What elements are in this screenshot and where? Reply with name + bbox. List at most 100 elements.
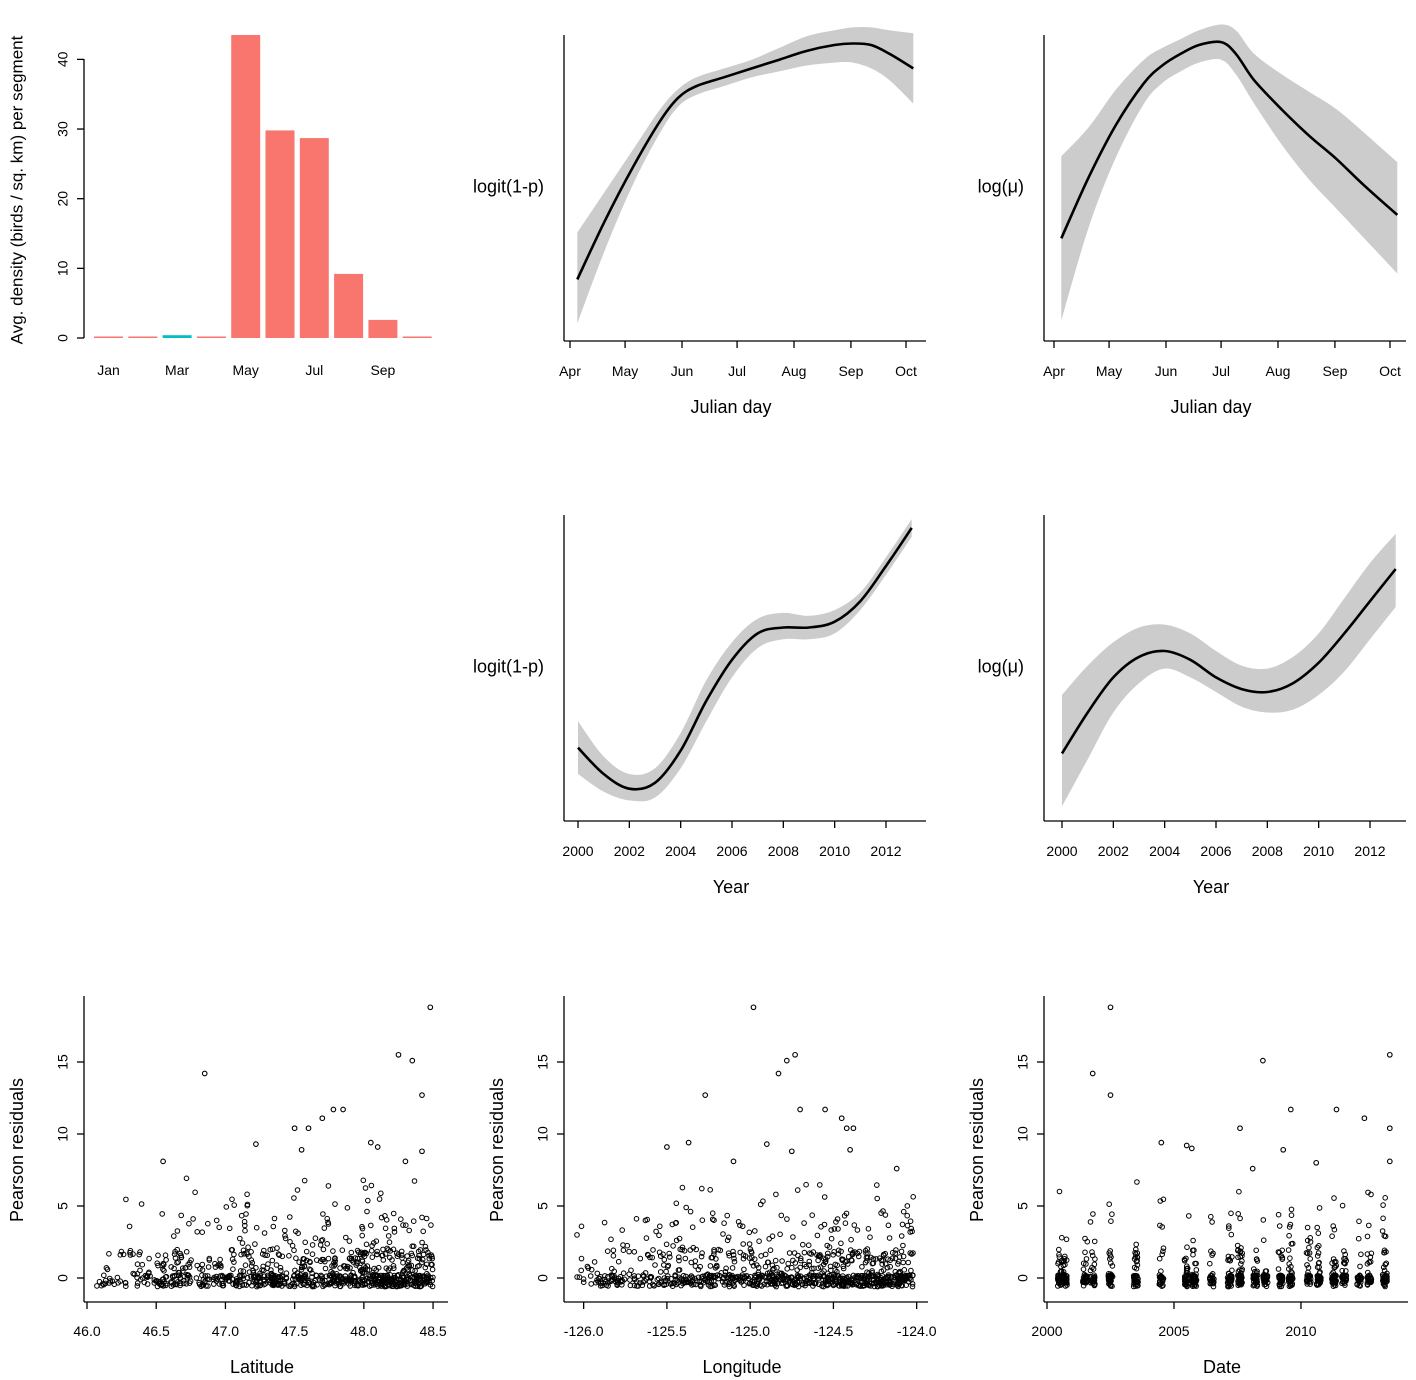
- residual-point: [1084, 1238, 1091, 1245]
- residual-point: [1355, 1235, 1362, 1242]
- residual-point: [885, 1272, 892, 1278]
- residual-point: [1226, 1225, 1232, 1231]
- residual-point: [904, 1212, 911, 1219]
- bar: [368, 319, 398, 338]
- residual-point: [1080, 1266, 1087, 1272]
- residual-point: [1379, 1228, 1386, 1234]
- residual-point: [907, 1273, 913, 1279]
- x-tick-label: 48.5: [419, 1323, 446, 1339]
- residual-point: [368, 1222, 374, 1229]
- residual-point: [386, 1282, 392, 1289]
- residual-point: [1260, 1237, 1267, 1243]
- residual-point: [1329, 1260, 1335, 1266]
- residual-point: [193, 1275, 200, 1281]
- residual-point: [1184, 1244, 1190, 1250]
- residual-point: [619, 1227, 626, 1233]
- residual-point: [1365, 1276, 1372, 1282]
- residual-point: [410, 1218, 417, 1224]
- residual-point: [1207, 1276, 1213, 1283]
- residual-point: [373, 1238, 380, 1244]
- residual-point: [261, 1277, 268, 1283]
- residual-point: [689, 1282, 695, 1288]
- residual-point: [378, 1214, 385, 1221]
- residual-point: [784, 1282, 790, 1288]
- residual-point: [320, 1211, 326, 1217]
- residual-point: [420, 1228, 427, 1235]
- bar: [94, 336, 123, 338]
- residual-point: [1381, 1247, 1388, 1254]
- residual-point: [1229, 1267, 1235, 1274]
- residual-point: [620, 1247, 627, 1253]
- residual-point: [812, 1280, 818, 1287]
- residual-point: [1286, 1224, 1293, 1230]
- y-axis-label: log(μ): [978, 177, 1024, 197]
- residual-point: [417, 1247, 424, 1253]
- residual-point: [792, 1280, 799, 1287]
- residual-point: [325, 1255, 332, 1262]
- residual-point: [831, 1226, 838, 1232]
- residual-point: [714, 1272, 721, 1279]
- residual-point: [1316, 1205, 1323, 1211]
- residual-point: [1237, 1253, 1243, 1260]
- residual-point: [342, 1273, 349, 1279]
- x-tick-label: 2008: [1252, 843, 1283, 859]
- residual-point-high: [792, 1051, 798, 1058]
- residual-point: [615, 1275, 622, 1282]
- residual-point: [400, 1274, 407, 1280]
- residual-point: [657, 1223, 663, 1230]
- residual-point: [293, 1255, 299, 1261]
- residual-point: [331, 1263, 337, 1269]
- residual-point-high: [1386, 1158, 1393, 1165]
- residual-point: [137, 1276, 144, 1283]
- residual-point: [244, 1201, 251, 1208]
- residual-point: [842, 1220, 849, 1226]
- residual-point: [1329, 1233, 1335, 1239]
- residual-point: [672, 1272, 679, 1278]
- residual-point: [869, 1273, 876, 1280]
- residual-point: [799, 1281, 806, 1288]
- y-axis-label: Avg. density (birds / sq. km) per segmen…: [7, 35, 26, 344]
- residual-point-high: [319, 1115, 326, 1122]
- residual-point: [291, 1272, 298, 1279]
- residual-point: [418, 1283, 425, 1289]
- residual-point: [1210, 1280, 1217, 1287]
- residual-point: [199, 1229, 205, 1235]
- x-tick-label: 2006: [1200, 843, 1231, 859]
- residual-point: [242, 1222, 248, 1229]
- residual-point: [194, 1229, 200, 1235]
- residual-point: [699, 1217, 706, 1223]
- y-tick-label: 0: [55, 1274, 71, 1282]
- residual-point: [1383, 1260, 1390, 1267]
- residual-point: [151, 1277, 158, 1283]
- residual-point: [584, 1263, 591, 1270]
- residual-point: [269, 1246, 276, 1252]
- x-tick-label: 2002: [614, 843, 645, 859]
- residual-point: [419, 1256, 426, 1263]
- residual-point: [886, 1235, 893, 1241]
- residual-point: [870, 1260, 877, 1266]
- residual-point: [879, 1282, 885, 1288]
- residual-point: [429, 1266, 436, 1273]
- residual-point: [610, 1247, 617, 1254]
- residual-point: [422, 1243, 429, 1250]
- y-tick-label: 10: [535, 1126, 551, 1142]
- residual-point: [884, 1264, 891, 1271]
- y-tick-label: 10: [55, 260, 71, 276]
- residual-point: [1383, 1272, 1390, 1279]
- residual-point: [423, 1247, 429, 1253]
- residual-point: [1160, 1282, 1166, 1289]
- y-tick-label: 5: [1015, 1202, 1031, 1210]
- residual-point: [580, 1279, 587, 1285]
- residual-point: [383, 1265, 390, 1271]
- x-tick-label: -126.0: [564, 1323, 604, 1339]
- points: [94, 1004, 436, 1290]
- residual-point: [832, 1261, 839, 1268]
- residual-point: [661, 1262, 667, 1268]
- residual-point: [1236, 1188, 1242, 1195]
- x-tick-label: May: [232, 362, 258, 378]
- year-p-chart: 2000 2002 2004 2006 2008 2010 2012 Year logit(1-…: [473, 515, 926, 897]
- residual-point: [821, 1194, 828, 1200]
- residual-point-high: [664, 1144, 670, 1150]
- residual-point: [756, 1238, 762, 1244]
